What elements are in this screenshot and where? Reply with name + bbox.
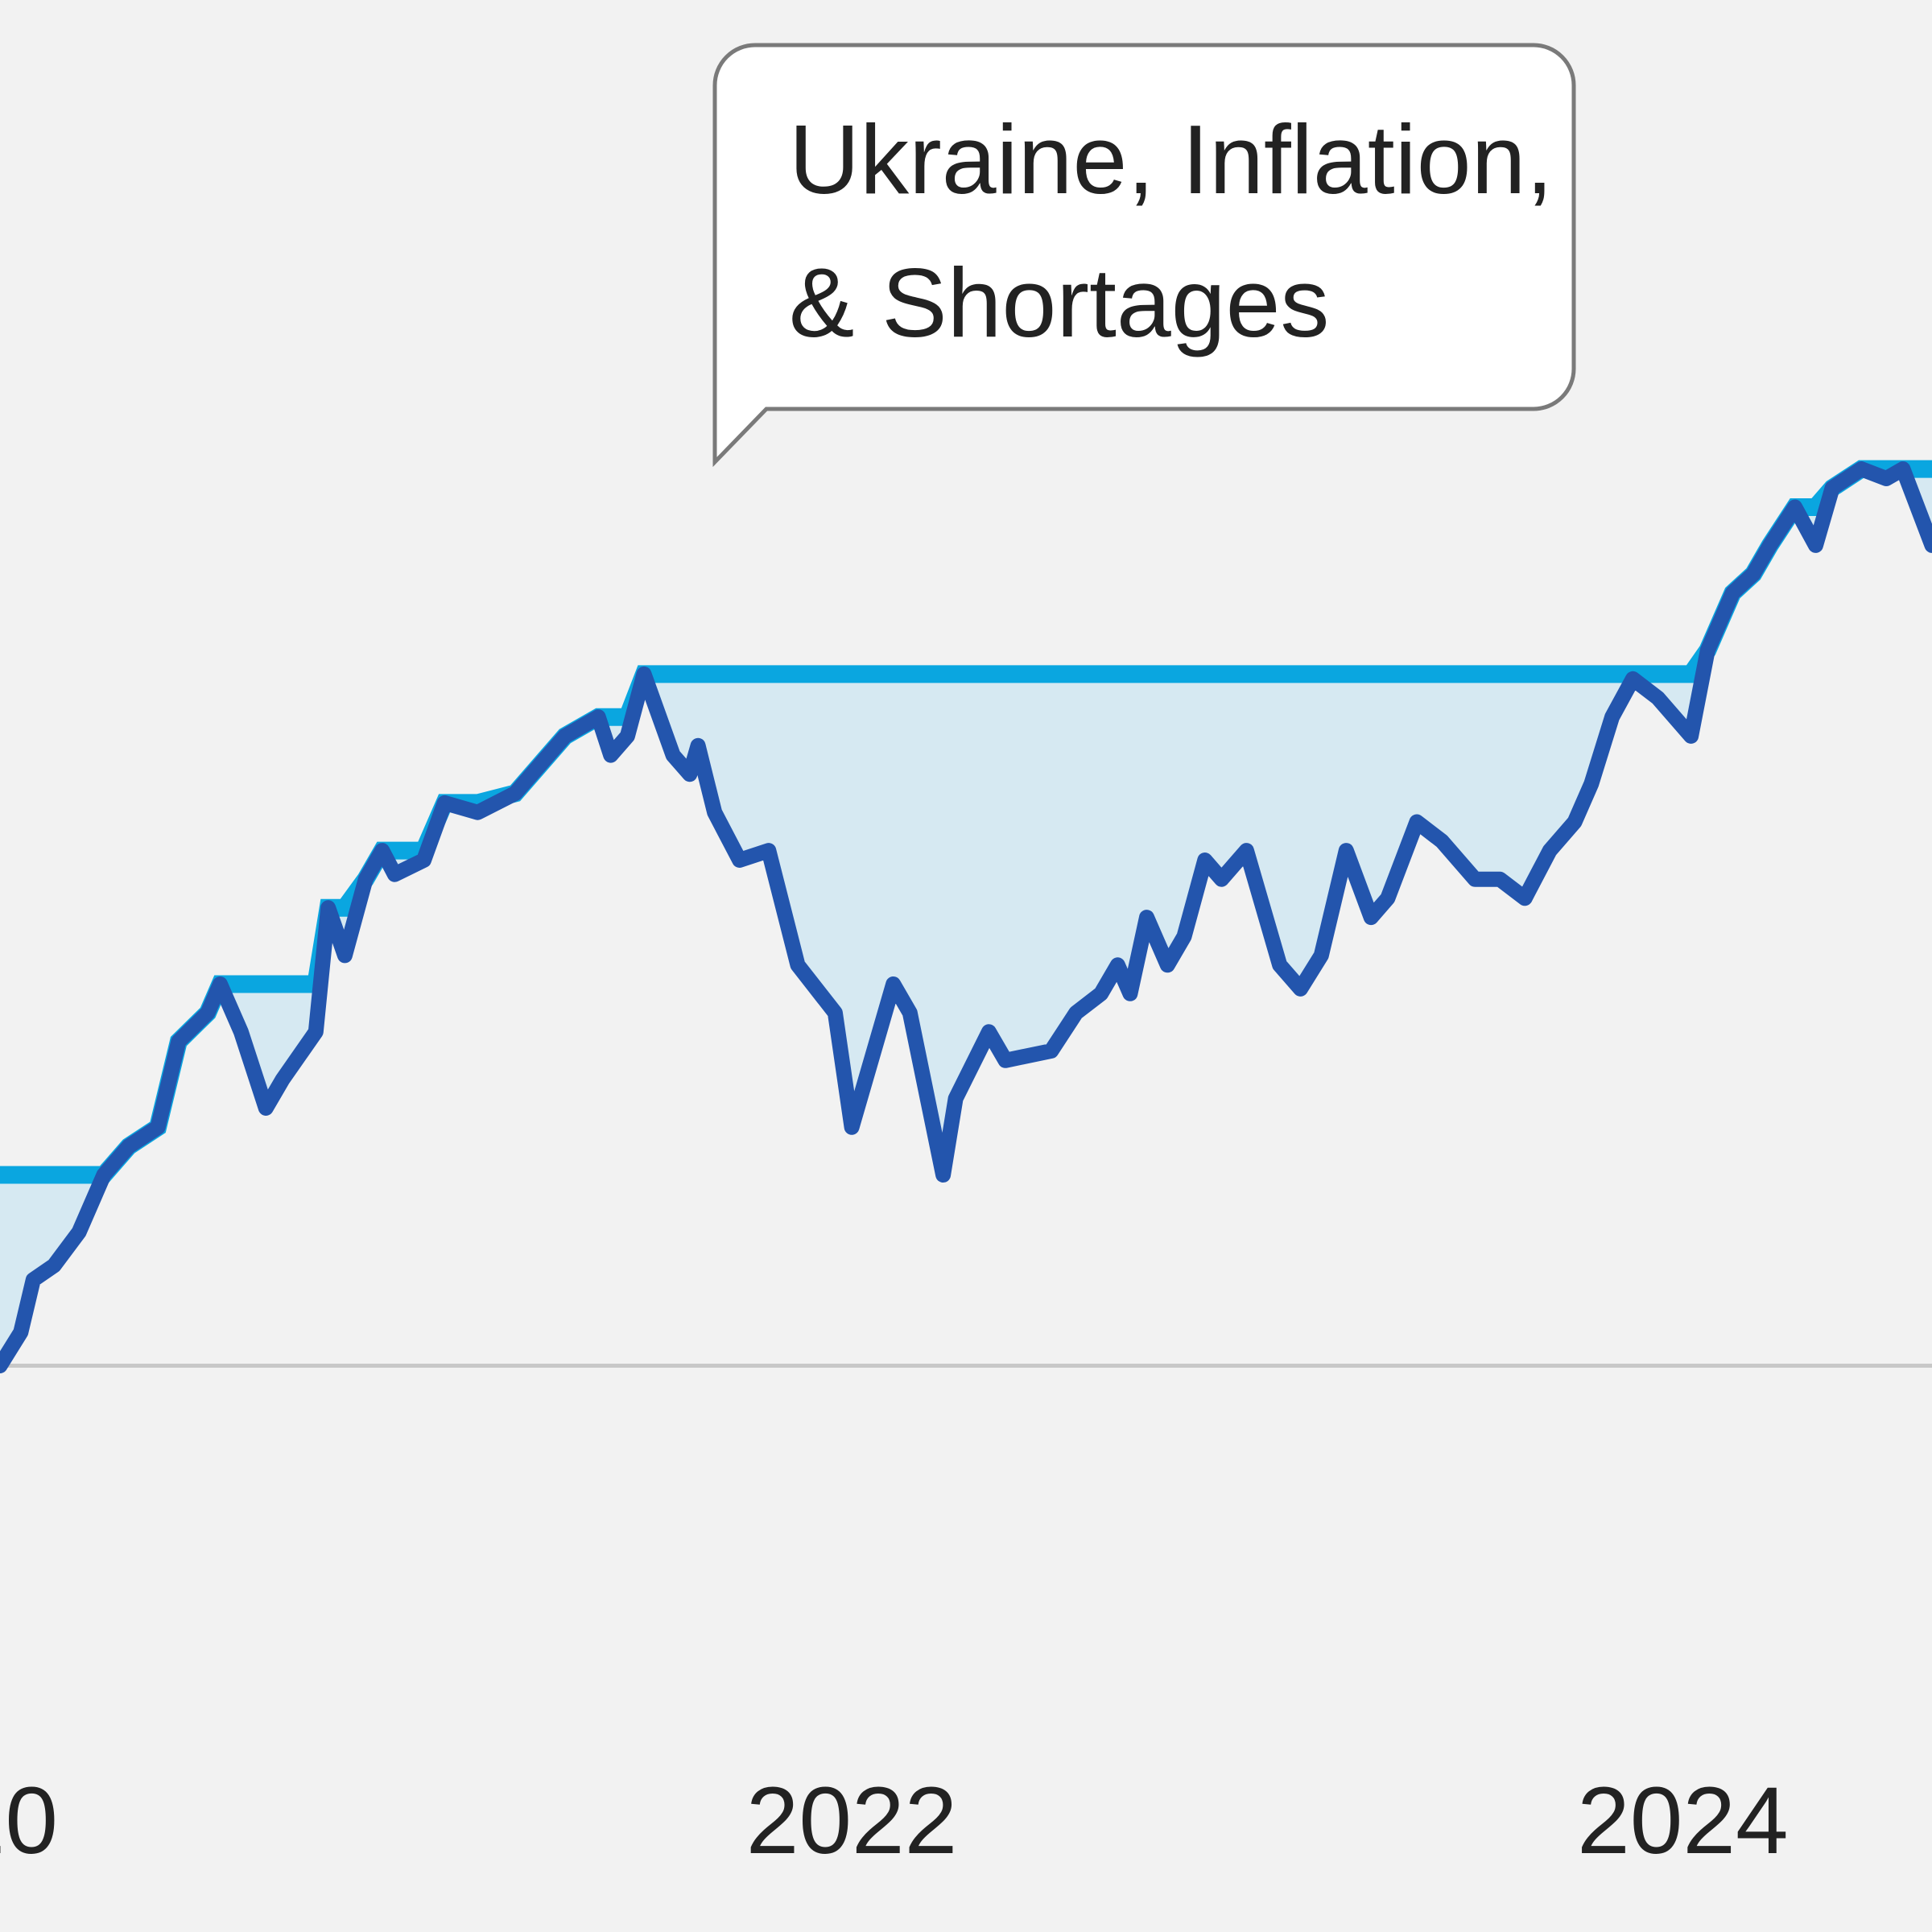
x-axis-tick-labels: 20 2022 2024 — [0, 1768, 1789, 1874]
callout-box — [712, 43, 1576, 468]
drawdown-area — [0, 469, 1932, 1366]
index-line — [0, 461, 1932, 1373]
x-tick-label: 2024 — [1577, 1768, 1789, 1874]
x-tick-label: 20 — [0, 1768, 58, 1874]
annotation-callout: Ukraine, Inflation, & Shortages — [712, 43, 1576, 468]
callout-text-line-1: Ukraine, Inflation, — [789, 105, 1553, 214]
callout-text-line-2: & Shortages — [789, 248, 1329, 357]
x-tick-label: 2022 — [746, 1768, 958, 1874]
